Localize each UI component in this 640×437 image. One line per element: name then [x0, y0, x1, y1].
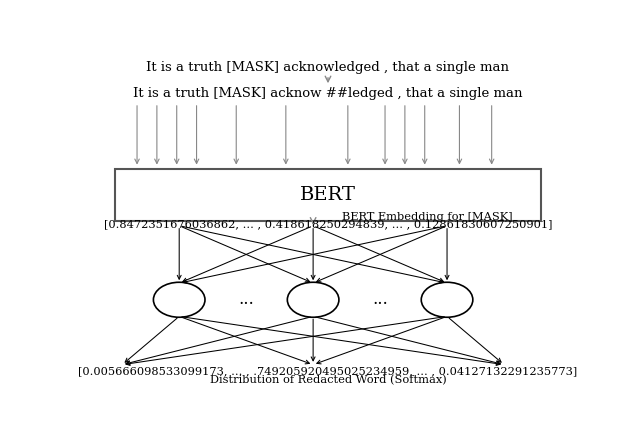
Text: ...: ...: [372, 291, 388, 308]
Text: It is a truth [MASK] acknow ##ledged , that a single man: It is a truth [MASK] acknow ##ledged , t…: [133, 87, 523, 100]
Text: BERT Embedding for [MASK]: BERT Embedding for [MASK]: [342, 212, 513, 222]
Text: ...: ...: [238, 291, 254, 308]
Text: [0.005666098533099173, ... , .749205920495025234959, ... , 0.04127132291235773]: [0.005666098533099173, ... , .7492059204…: [78, 367, 578, 376]
Text: Distribution of Redacted Word (Softmax): Distribution of Redacted Word (Softmax): [210, 375, 446, 386]
Text: It is a truth [MASK] acknowledged , that a single man: It is a truth [MASK] acknowledged , that…: [147, 61, 509, 74]
Text: BERT: BERT: [300, 186, 356, 204]
FancyBboxPatch shape: [115, 169, 541, 221]
Text: [0.8472351676036862, ... , 0.418618250294839, ... , 0.12861830607250901]: [0.8472351676036862, ... , 0.41861825029…: [104, 219, 552, 229]
